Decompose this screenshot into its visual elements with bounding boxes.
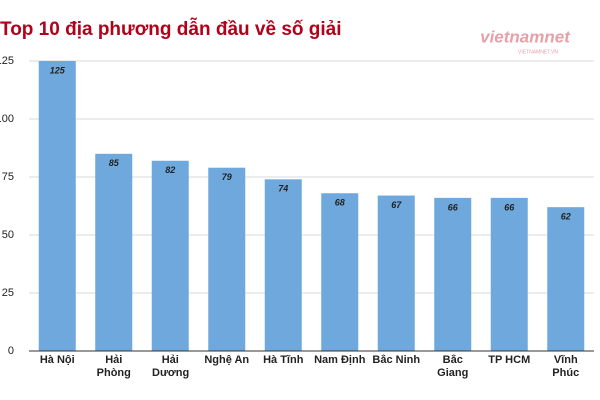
y-tick-label: 0 (8, 345, 14, 357)
x-tick-label-box: Hà Tĩnh (263, 354, 304, 366)
bar (38, 61, 76, 351)
y-tick-label: 75 (2, 171, 14, 183)
value-label: 79 (222, 172, 232, 182)
x-tick-label: TP HCM (488, 354, 531, 366)
x-tick-label-box: Nam Định (314, 354, 366, 366)
value-label: 68 (335, 198, 345, 208)
chart-title: Top 10 địa phương dẫn đầu về số giải (0, 18, 342, 40)
y-tick-label: 100 (0, 113, 14, 125)
bar (151, 160, 189, 351)
bar (490, 197, 528, 351)
bar (547, 207, 585, 351)
bar (95, 153, 133, 351)
value-label: 62 (561, 212, 571, 222)
value-label: 74 (278, 184, 288, 194)
watermark: vietnamnet (480, 27, 571, 46)
value-label: 67 (391, 200, 402, 210)
value-label: 85 (109, 158, 120, 168)
x-tick-label-box: Bắc Giang (437, 354, 469, 379)
x-tick-label: Bắc Giang (437, 354, 469, 379)
bar (208, 167, 246, 351)
value-label: 66 (448, 202, 459, 212)
x-tick-label: Hải Phòng (96, 354, 131, 379)
value-label: 82 (165, 165, 175, 175)
y-tick-label: 125 (0, 55, 14, 67)
x-tick-label: Hải Dương (152, 354, 190, 379)
x-tick-label: Hà Nội (39, 354, 75, 366)
bar (434, 197, 472, 351)
x-tick-label-box: TP HCM (488, 354, 531, 366)
value-label: 66 (504, 202, 515, 212)
x-tick-label: Vĩnh Phúc (552, 354, 580, 379)
value-label: 125 (50, 65, 66, 75)
x-tick-label: Bắc Ninh (372, 354, 421, 366)
x-tick-label: Nam Định (314, 354, 366, 366)
x-tick-label-box: Nghệ An (204, 354, 250, 366)
bar (321, 193, 359, 351)
x-tick-label-box: Hà Nội (39, 354, 75, 366)
y-tick-label: 25 (2, 287, 14, 299)
x-tick-label: Hà Tĩnh (263, 354, 304, 366)
x-tick-label-box: Vĩnh Phúc (552, 354, 580, 379)
bar (377, 195, 415, 351)
y-tick-label: 50 (2, 229, 14, 241)
x-tick-label-box: Hải Dương (152, 354, 190, 379)
watermark-sub: VIETNAMNET.VN (518, 49, 558, 55)
x-tick-label-box: Hải Phòng (96, 354, 131, 379)
x-tick-label-box: Bắc Ninh (372, 354, 421, 366)
bar (264, 179, 302, 351)
x-tick-label: Nghệ An (204, 354, 250, 366)
